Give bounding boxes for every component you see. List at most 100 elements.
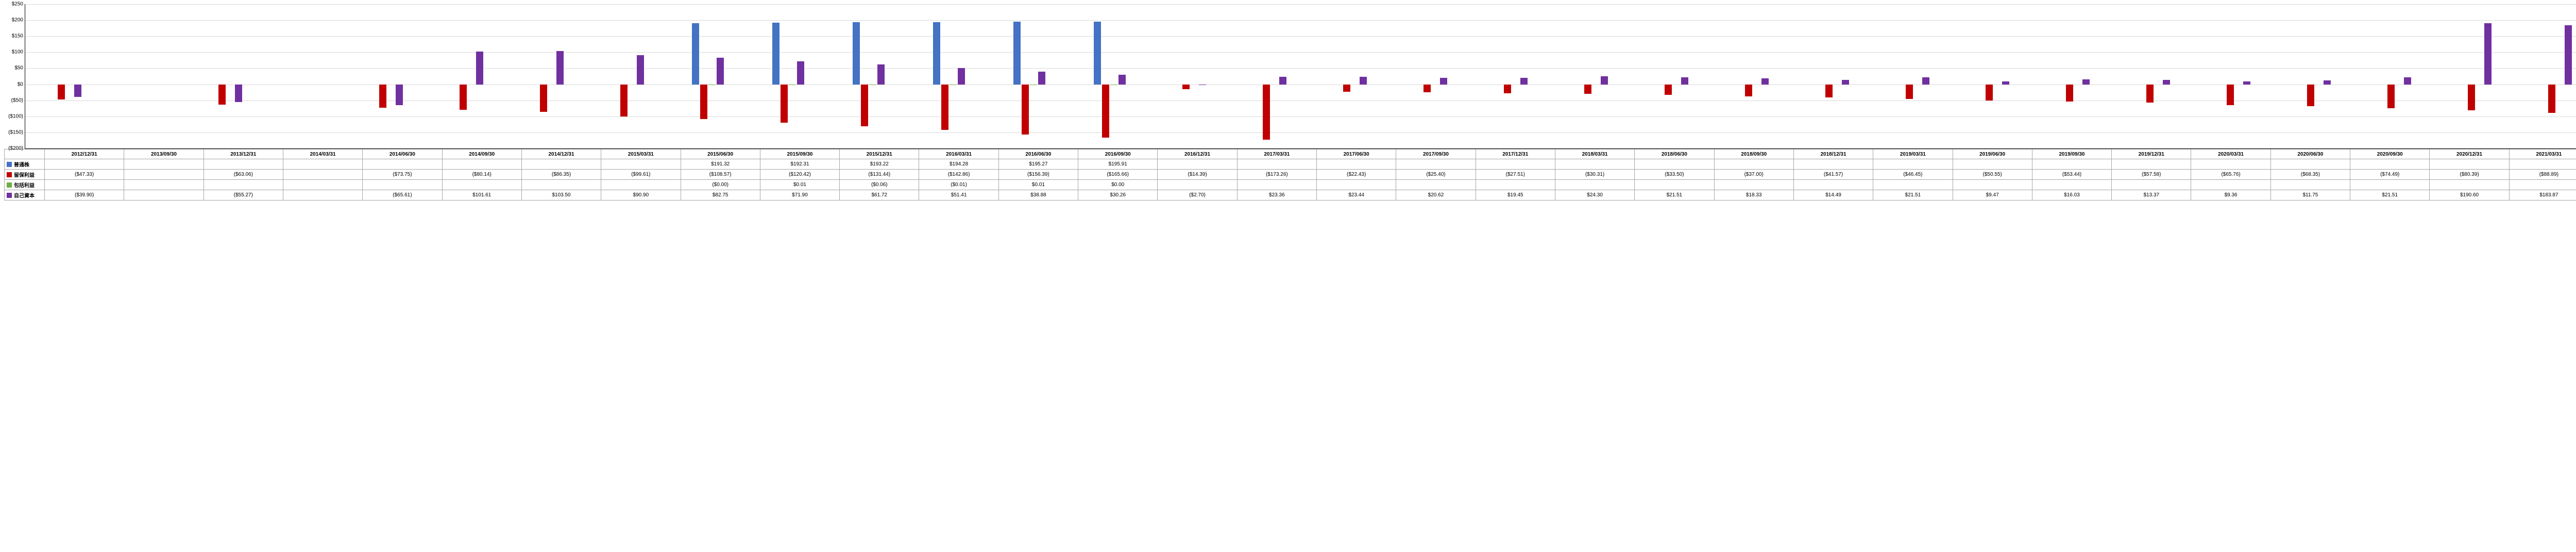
series-label-text: 普通株 (14, 162, 29, 168)
bar (2227, 85, 2234, 106)
data-cell: $61.72 (840, 190, 919, 200)
bar (2468, 85, 2475, 110)
data-cell (124, 190, 204, 200)
bar (1745, 85, 1752, 96)
data-cell: ($33.50) (1635, 170, 1714, 180)
bar (1263, 85, 1270, 140)
y-axis-label: $50 (6, 65, 23, 71)
legend-swatch (7, 172, 12, 177)
data-cell: $16.03 (2032, 190, 2111, 200)
data-cell (1158, 180, 1237, 190)
data-cell (521, 180, 601, 190)
data-cell: ($142.86) (919, 170, 998, 180)
data-cell (2509, 159, 2576, 170)
bar (1199, 85, 1206, 86)
bar (620, 85, 628, 116)
column-header: 2017/12/31 (1476, 149, 1555, 159)
data-cell: $71.90 (760, 190, 839, 200)
data-cell: ($41.57) (1793, 170, 1873, 180)
column-header: 2014/06/30 (363, 149, 442, 159)
data-cell (1317, 159, 1396, 170)
table-row: 留保利益($47.33)($63.06)($73.75)($80.14)($86… (5, 170, 2576, 180)
y-axis-label: $200 (6, 18, 23, 23)
data-cell: ($65.76) (2191, 170, 2270, 180)
column-header: 2020/12/31 (2430, 149, 2509, 159)
bar (1601, 76, 1608, 84)
column-header: 2018/06/30 (1635, 149, 1714, 159)
data-cell: $23.44 (1317, 190, 1396, 200)
data-cell (2032, 159, 2111, 170)
data-cell (2112, 159, 2191, 170)
data-cell: ($25.40) (1396, 170, 1476, 180)
series-label-text: 留保利益 (14, 173, 35, 178)
bar (1584, 85, 1591, 94)
series-label: 自己資本 (5, 190, 45, 200)
bar (2484, 23, 2492, 85)
series-label-text: 包括利益 (14, 183, 35, 189)
bar (2243, 81, 2250, 85)
data-cell (1873, 180, 1953, 190)
bar (74, 85, 81, 97)
bar-chart: ($200)($200)($150)($150)($100)($100)($50… (25, 4, 2576, 149)
data-cell: $191.32 (681, 159, 760, 170)
column-header: 2020/09/30 (2350, 149, 2430, 159)
data-cell (124, 170, 204, 180)
bar (1038, 72, 1045, 84)
data-cell: ($131.44) (840, 170, 919, 180)
data-cell (283, 180, 362, 190)
column-header: 2014/12/31 (521, 149, 601, 159)
bar (2146, 85, 2154, 103)
bar (2163, 80, 2170, 84)
corner-cell (5, 149, 45, 159)
y-axis-label: $150 (6, 34, 23, 39)
data-cell: $38.88 (998, 190, 1078, 200)
data-cell: $9.36 (2191, 190, 2270, 200)
data-cell: $13.37 (2112, 190, 2191, 200)
legend-swatch (7, 162, 12, 167)
column-header: 2016/12/31 (1158, 149, 1237, 159)
column-header: 2017/03/31 (1237, 149, 1316, 159)
bar (797, 61, 804, 85)
y-axis-label: ($150) (6, 129, 23, 135)
data-cell: ($173.26) (1237, 170, 1316, 180)
data-cell: $195.27 (998, 159, 1078, 170)
data-cell (521, 159, 601, 170)
column-header: 2018/12/31 (1793, 149, 1873, 159)
data-cell (204, 159, 283, 170)
data-cell (2191, 180, 2270, 190)
column-header: 2015/12/31 (840, 149, 919, 159)
data-cell (1396, 159, 1476, 170)
data-cell (2350, 180, 2430, 190)
bar (1343, 85, 1350, 92)
data-cell: ($27.51) (1476, 170, 1555, 180)
data-cell (45, 159, 124, 170)
bar (1102, 85, 1109, 138)
data-cell: ($39.90) (45, 190, 124, 200)
bar (941, 85, 948, 130)
data-cell: ($14.39) (1158, 170, 1237, 180)
data-cell: ($68.35) (2270, 170, 2350, 180)
data-cell (2350, 159, 2430, 170)
data-cell: ($108.57) (681, 170, 760, 180)
bar (2002, 81, 2009, 85)
data-cell: ($30.31) (1555, 170, 1634, 180)
data-cell (1714, 159, 1793, 170)
data-cell: ($0.06) (840, 180, 919, 190)
data-cell: ($2.70) (1158, 190, 1237, 200)
column-header: 2017/09/30 (1396, 149, 1476, 159)
data-cell: $30.26 (1078, 190, 1158, 200)
column-header: 2016/06/30 (998, 149, 1078, 159)
data-cell: ($57.58) (2112, 170, 2191, 180)
bar (1013, 22, 1021, 85)
bar (2404, 77, 2411, 84)
data-cell: ($80.14) (442, 170, 521, 180)
data-cell: $0.00 (1078, 180, 1158, 190)
data-cell: ($120.42) (760, 170, 839, 180)
data-cell: $19.45 (1476, 190, 1555, 200)
bar (1825, 85, 1833, 98)
column-header: 2015/03/31 (601, 149, 681, 159)
y-axis-label: $0 (6, 81, 23, 87)
bar (1986, 85, 1993, 101)
column-header: 2018/03/31 (1555, 149, 1634, 159)
data-cell: $90.90 (601, 190, 681, 200)
